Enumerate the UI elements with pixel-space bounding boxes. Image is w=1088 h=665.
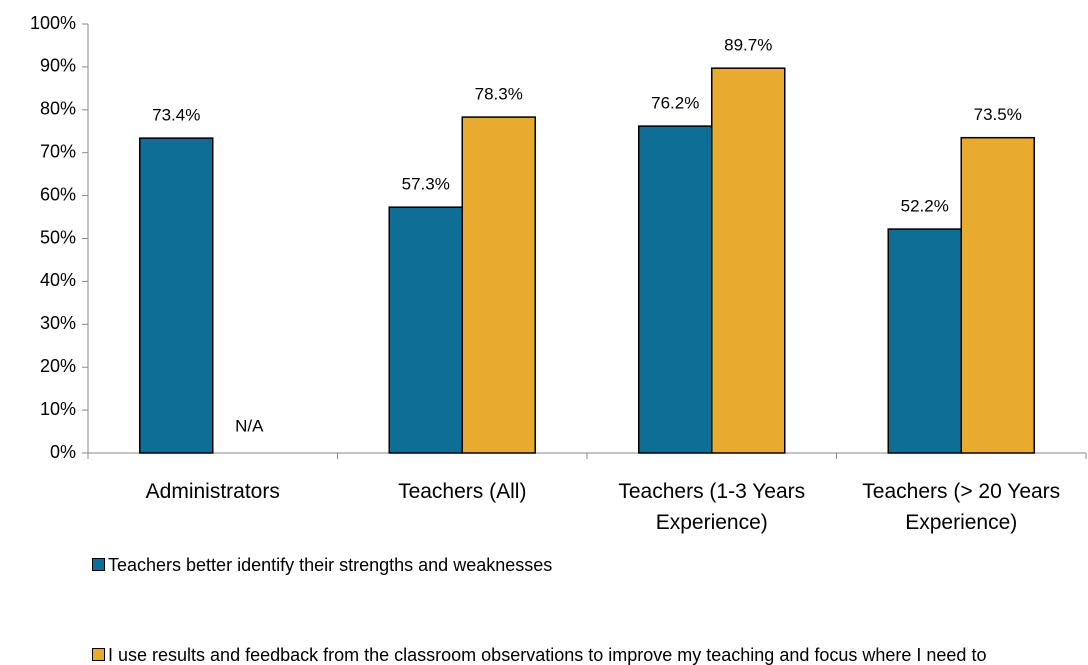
- y-tick-label: 10%: [40, 399, 76, 419]
- bar: [461, 116, 536, 454]
- value-label: 76.2%: [651, 94, 699, 113]
- value-label: 57.3%: [402, 175, 450, 194]
- y-tick-label: 50%: [40, 227, 76, 247]
- value-label: N/A: [235, 416, 264, 435]
- y-tick-label: 100%: [30, 13, 76, 33]
- value-label: 78.3%: [475, 85, 523, 104]
- x-tick-label: Teachers (> 20 Years Experience): [862, 480, 1061, 534]
- x-tick-label: Teachers (1-3 Years Experience): [618, 480, 806, 534]
- y-tick-label: 30%: [40, 313, 76, 333]
- bar: [638, 125, 713, 454]
- bar: [887, 228, 962, 454]
- bar: [139, 137, 214, 454]
- bar: [711, 67, 786, 454]
- y-tick-label: 0%: [50, 442, 76, 462]
- value-label: 73.5%: [974, 105, 1022, 124]
- y-tick-label: 80%: [40, 99, 76, 119]
- legend-label: Teachers better identify their strengths…: [108, 555, 553, 575]
- value-label: 89.7%: [724, 36, 772, 55]
- y-tick-label: 40%: [40, 270, 76, 290]
- y-tick-label: 20%: [40, 356, 76, 376]
- y-tick-label: 70%: [40, 141, 76, 161]
- value-label: 73.4%: [152, 106, 200, 125]
- y-tick-label: 90%: [40, 56, 76, 76]
- bar: [388, 206, 463, 454]
- x-tick-label: Administrators: [145, 480, 280, 503]
- x-tick-label: Teachers (All): [398, 480, 527, 503]
- bar: [960, 136, 1035, 454]
- value-label: 52.2%: [901, 197, 949, 216]
- legend-swatch: [92, 558, 105, 571]
- y-tick-label: 60%: [40, 184, 76, 204]
- legend-label: I use results and feedback from the clas…: [108, 645, 987, 665]
- legend-swatch: [92, 648, 105, 661]
